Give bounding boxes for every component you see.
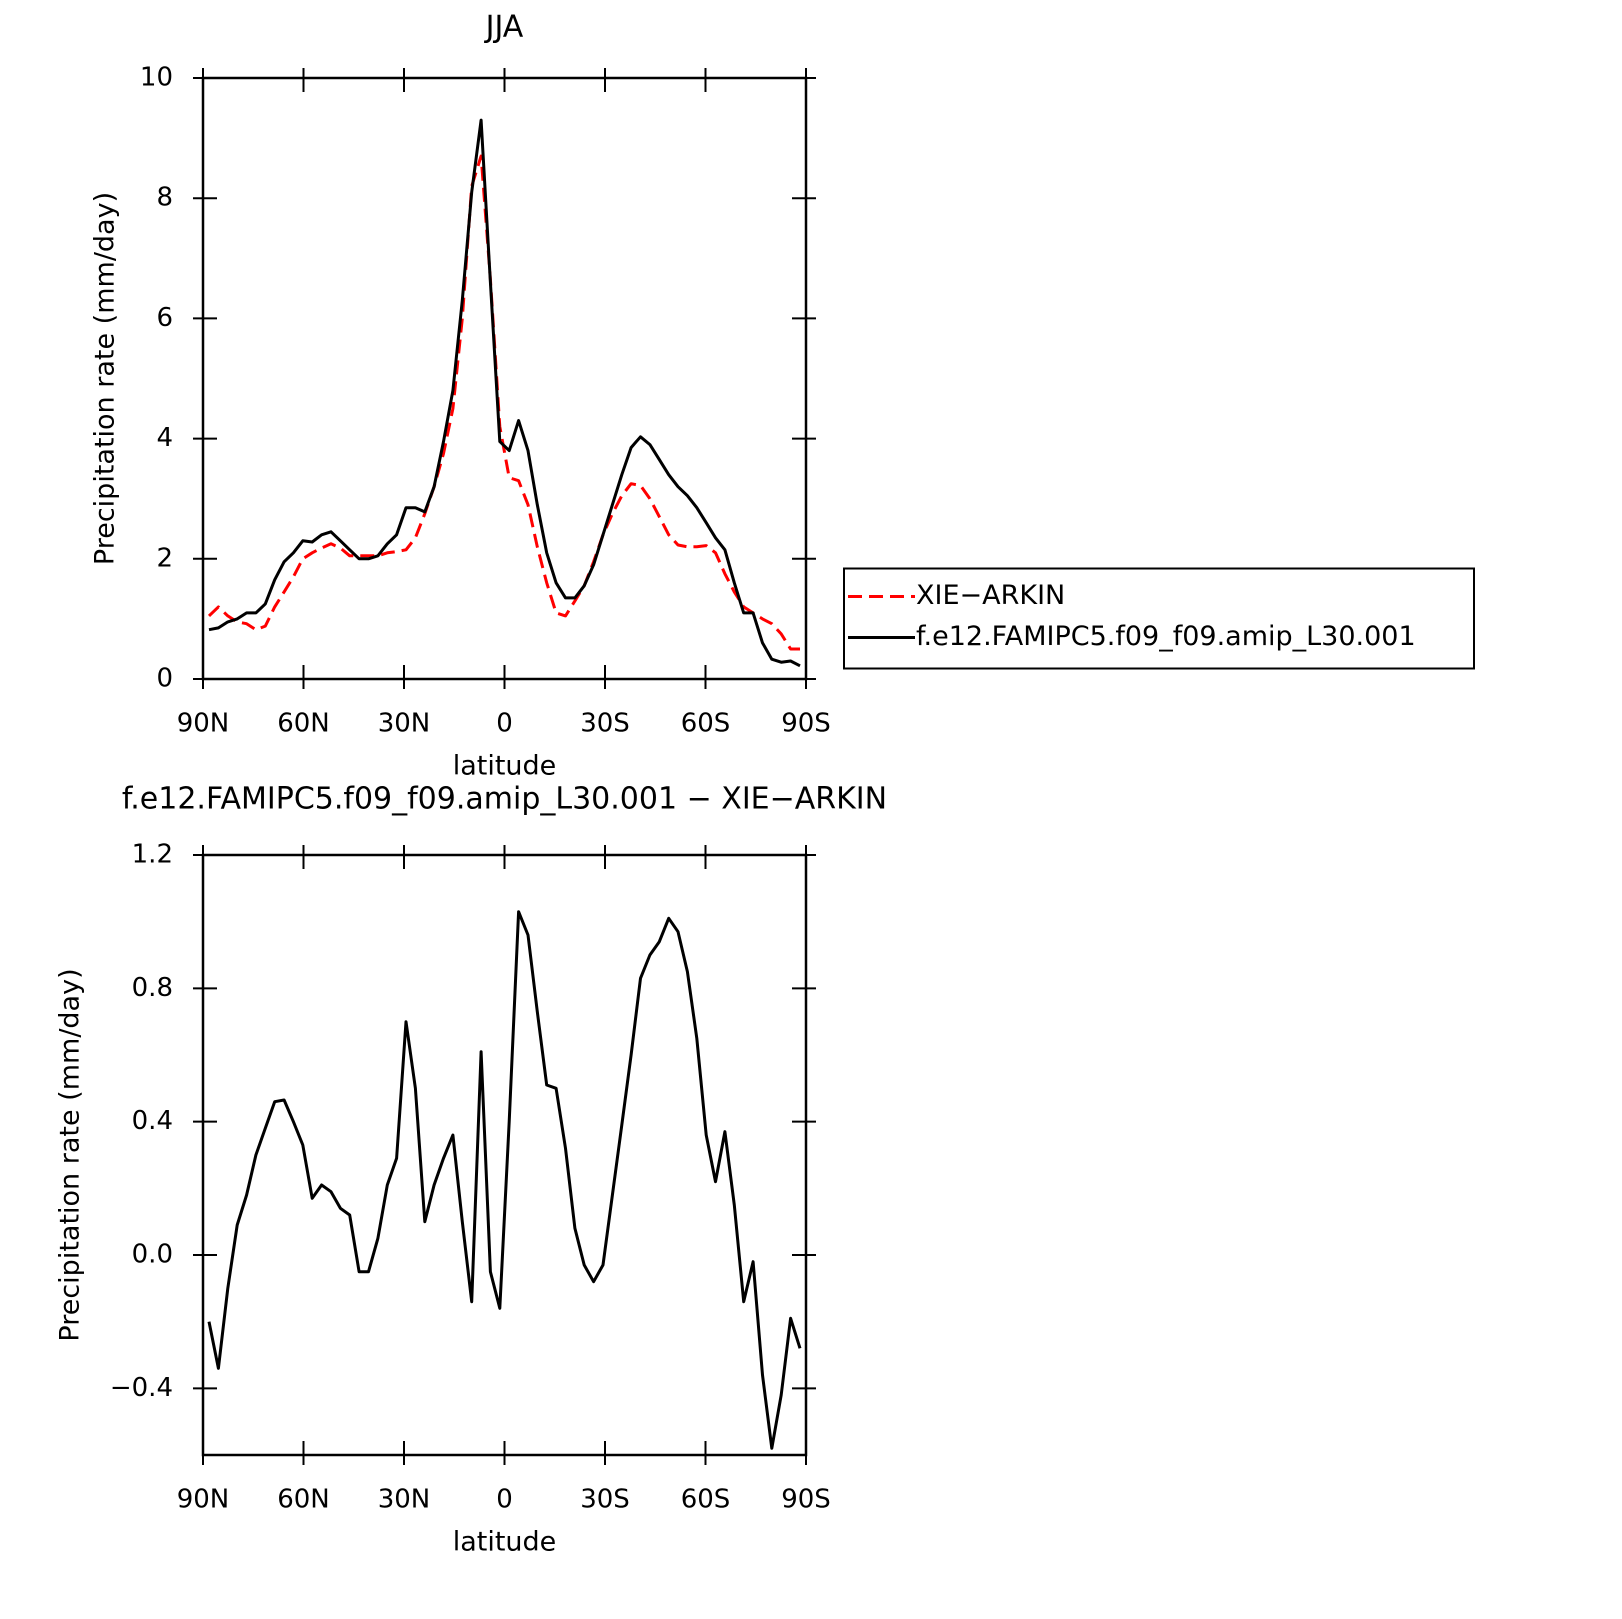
x-tick-label: 60S <box>681 1485 731 1515</box>
y-axis-label: Precipitation rate (mm/day) <box>90 192 121 565</box>
x-axis-label: latitude <box>453 1527 557 1558</box>
data-line <box>208 118 801 668</box>
y-tick-label: 0 <box>156 664 173 694</box>
y-tick-label: 1.2 <box>132 840 173 870</box>
chart-title: JJA <box>484 10 524 45</box>
y-tick-label: 8 <box>156 183 173 213</box>
x-tick-label: 60N <box>277 1485 330 1515</box>
y-axis-label: Precipitation rate (mm/day) <box>55 968 86 1341</box>
x-tick-label: 90N <box>177 709 230 739</box>
x-tick-label: 30N <box>378 709 431 739</box>
x-tick-label: 30S <box>580 709 630 739</box>
y-tick-label: 0.4 <box>132 1106 173 1136</box>
x-tick-label: 0 <box>496 709 513 739</box>
chart-title: f.e12.FAMIPC5.f09_f09.amip_L30.001 − XIE… <box>122 782 887 817</box>
x-tick-label: 90S <box>781 709 831 739</box>
legend-label: f.e12.FAMIPC5.f09_f09.amip_L30.001 <box>916 621 1416 652</box>
y-tick-label: 10 <box>140 63 173 93</box>
x-tick-label: 30S <box>580 1485 630 1515</box>
y-tick-label: 4 <box>156 423 173 453</box>
y-tick-label: −0.4 <box>110 1373 173 1403</box>
data-line <box>207 154 800 651</box>
x-tick-label: 90S <box>781 1485 831 1515</box>
legend-label: XIE−ARKIN <box>916 580 1065 611</box>
x-tick-label: 0 <box>496 1485 513 1515</box>
data-line <box>207 910 802 1450</box>
x-axis-label: latitude <box>453 751 557 782</box>
plot-frame <box>201 853 808 1457</box>
y-tick-label: 0.8 <box>132 973 173 1003</box>
y-tick-label: 0.0 <box>132 1240 173 1270</box>
y-tick-label: 6 <box>156 303 173 333</box>
plot-frame <box>201 76 808 681</box>
legend-box <box>843 567 1475 670</box>
x-tick-label: 60S <box>681 709 731 739</box>
x-tick-label: 60N <box>277 709 330 739</box>
x-tick-label: 30N <box>378 1485 431 1515</box>
x-tick-label: 90N <box>177 1485 230 1515</box>
y-tick-label: 2 <box>156 543 173 573</box>
